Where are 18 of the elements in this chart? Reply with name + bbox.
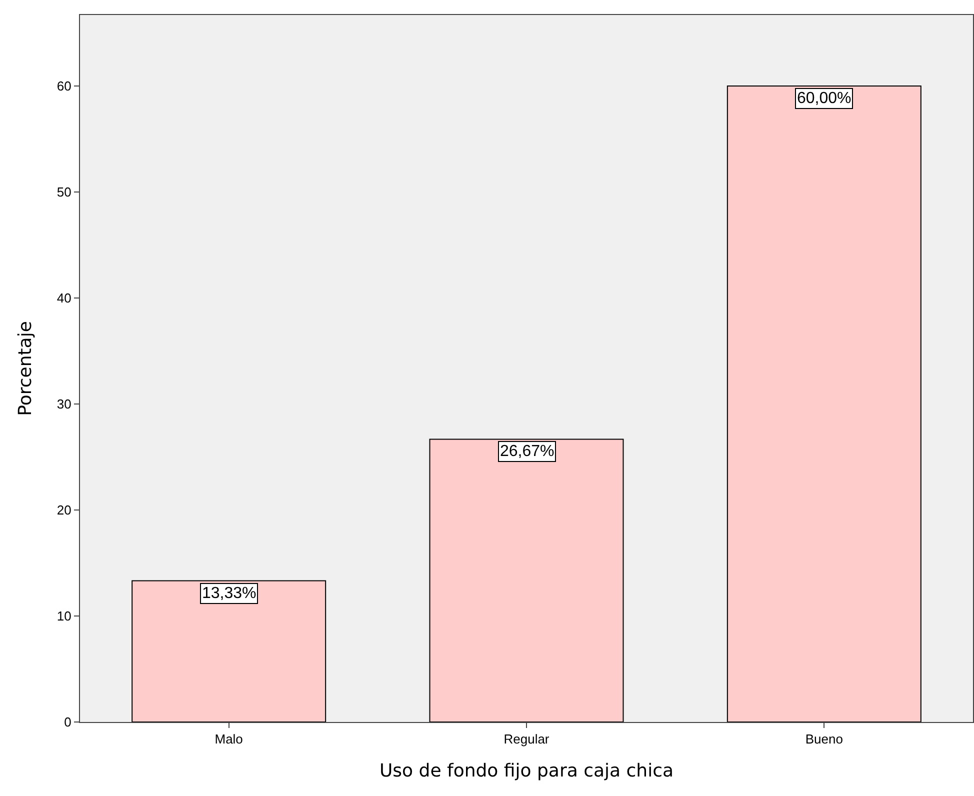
x-tick-label: Malo: [214, 732, 243, 747]
x-tick-label: Bueno: [805, 732, 843, 747]
bar: [726, 86, 922, 722]
y-axis-title: Porcentaje: [15, 321, 36, 416]
y-tick-label: 40: [56, 290, 72, 306]
data-label: 60,00%: [797, 90, 852, 107]
data-label: 26,67%: [500, 443, 554, 460]
y-tick-label: 50: [56, 184, 72, 200]
y-tick-label: 30: [56, 396, 72, 412]
y-tick-label: 20: [56, 502, 72, 518]
y-tick-label: 60: [56, 78, 72, 94]
y-tick-label: 10: [56, 608, 72, 624]
bar: [429, 438, 624, 722]
data-label: 13,33%: [202, 585, 256, 602]
x-axis-title: Uso de fondo fijo para caja chica: [379, 760, 674, 782]
y-tick-label: 0: [64, 714, 72, 730]
x-tick-label: Regular: [504, 732, 550, 747]
bar: [132, 580, 326, 722]
